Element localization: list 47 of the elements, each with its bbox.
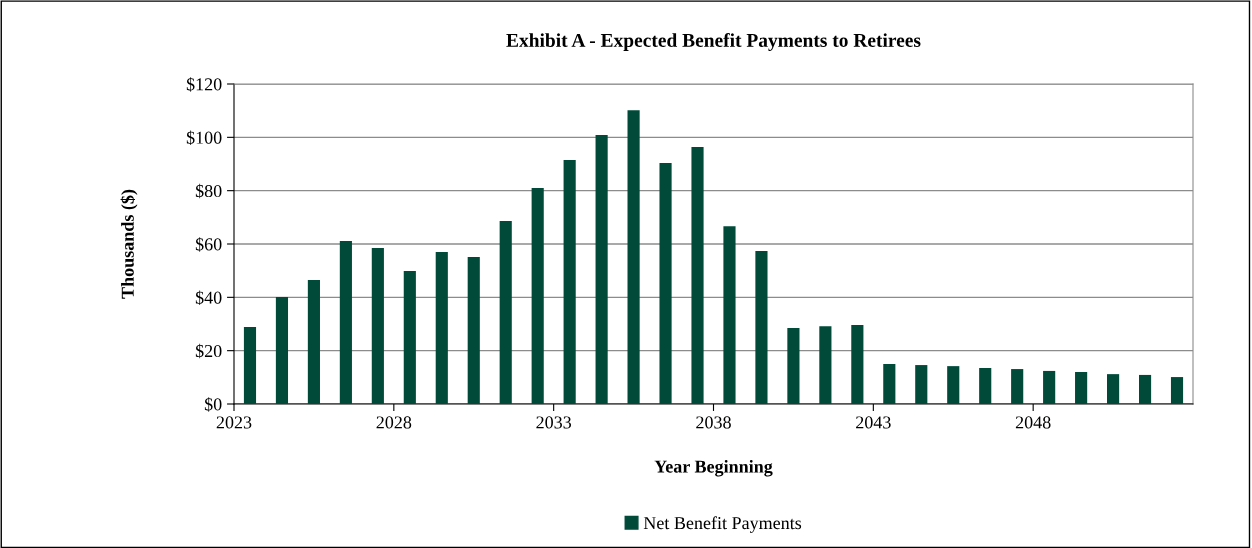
bar [403, 270, 416, 404]
bar [595, 134, 608, 404]
bar [1107, 374, 1120, 404]
bar [1170, 377, 1184, 404]
bar [1075, 372, 1088, 404]
bar [243, 326, 257, 404]
bar [659, 162, 672, 404]
bar [499, 221, 512, 404]
bar [755, 250, 768, 404]
y-tick-label: $60 [195, 237, 222, 252]
bar [787, 328, 800, 404]
y-tick-label: $120 [186, 77, 222, 92]
bar [851, 325, 864, 404]
y-tick-label: $40 [195, 290, 222, 305]
bar [915, 365, 928, 404]
bar [531, 188, 544, 404]
bar [1043, 370, 1056, 404]
x-tick-label: 2028 [376, 416, 412, 429]
x-axis-title: Year Beginning [654, 459, 773, 477]
bar [467, 257, 480, 404]
y-tick-label: $20 [195, 343, 222, 359]
y-tick-label: $0 [204, 397, 222, 412]
x-tick-label: 2038 [696, 416, 731, 429]
x-tick-label: 2048 [1015, 416, 1051, 429]
bar [435, 252, 448, 404]
bar [947, 366, 960, 404]
bar [627, 110, 640, 404]
bar [339, 241, 352, 404]
bar [1011, 369, 1024, 404]
x-tick-label: 2023 [216, 416, 252, 429]
bar [883, 364, 896, 404]
y-tick-label: $100 [186, 130, 222, 145]
bar [723, 226, 736, 404]
x-tick-label: 2043 [856, 416, 891, 429]
bar [563, 160, 576, 404]
y-tick-label: $80 [195, 183, 222, 199]
chart-title: Exhibit A - Expected Benefit Payments to Retirees [506, 33, 921, 51]
y-axis-title: Thousands ($) [120, 189, 138, 299]
bar [275, 297, 289, 404]
bar [691, 146, 704, 404]
bar [371, 248, 384, 404]
legend-label: Net Benefit Payments [643, 516, 802, 533]
bar [979, 368, 992, 404]
x-tick-label: 2033 [536, 416, 572, 429]
bar [819, 326, 832, 404]
bar [1138, 374, 1152, 404]
bar [307, 280, 320, 404]
